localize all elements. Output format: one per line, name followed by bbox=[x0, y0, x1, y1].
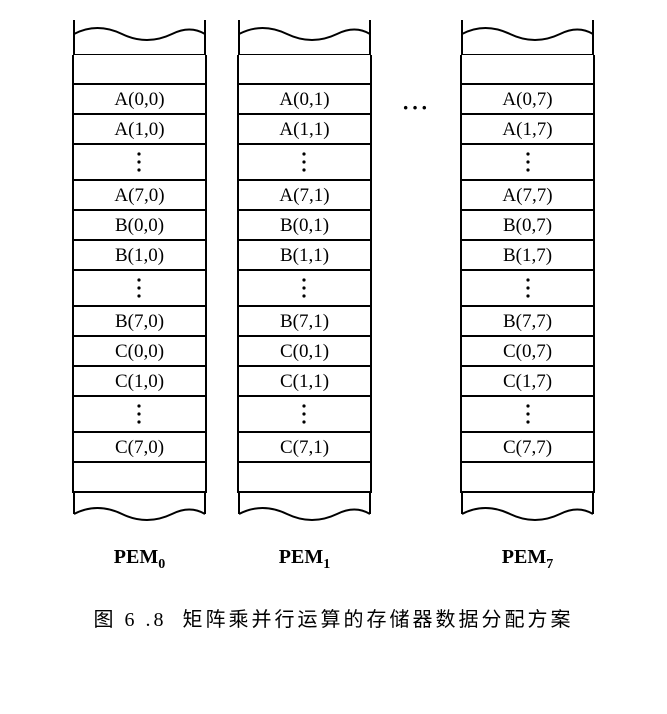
memory-cell: C(1,1) bbox=[237, 367, 372, 397]
memory-cell: B(1,7) bbox=[460, 241, 595, 271]
memory-cell: C(0,7) bbox=[460, 337, 595, 367]
memory-cell: B(0,0) bbox=[72, 211, 207, 241]
column-label-base: PEM bbox=[114, 546, 158, 568]
memory-cell: A(7,7) bbox=[460, 181, 595, 211]
memory-cell: B(7,7) bbox=[460, 307, 595, 337]
vertical-ellipsis bbox=[237, 145, 372, 181]
memory-cell: C(7,0) bbox=[72, 433, 207, 463]
torn-edge-bottom bbox=[72, 493, 207, 528]
memory-cell: C(1,7) bbox=[460, 367, 595, 397]
column-label-subscript: 0 bbox=[158, 557, 165, 572]
memory-cell: A(1,0) bbox=[72, 115, 207, 145]
memory-cell: A(7,0) bbox=[72, 181, 207, 211]
column-label: PEM1 bbox=[279, 546, 330, 573]
vertical-ellipsis bbox=[237, 271, 372, 307]
memory-cell: A(0,7) bbox=[460, 85, 595, 115]
memory-column-group: A(0,1)A(1,1) A(7,1)B(0,1)B(1,1) B(7,1)C(… bbox=[237, 20, 372, 573]
memory-cell: B(0,1) bbox=[237, 211, 372, 241]
memory-column: A(0,1)A(1,1) A(7,1)B(0,1)B(1,1) B(7,1)C(… bbox=[237, 20, 372, 528]
memory-cell: A(0,1) bbox=[237, 85, 372, 115]
torn-edge-bottom bbox=[237, 493, 372, 528]
column-label: PEM7 bbox=[502, 546, 553, 573]
torn-edge-top bbox=[460, 20, 595, 55]
torn-edge-bottom bbox=[460, 493, 595, 528]
vertical-ellipsis bbox=[237, 397, 372, 433]
caption-text: 矩阵乘并行运算的存储器数据分配方案 bbox=[183, 609, 574, 631]
memory-column: A(0,0)A(1,0) A(7,0)B(0,0)B(1,0) B(7,0)C(… bbox=[72, 20, 207, 528]
diagram-container: A(0,0)A(1,0) A(7,0)B(0,0)B(1,0) B(7,0)C(… bbox=[20, 20, 647, 573]
memory-cell: B(7,0) bbox=[72, 307, 207, 337]
memory-cell: C(7,7) bbox=[460, 433, 595, 463]
column-label-subscript: 1 bbox=[323, 557, 330, 572]
memory-cell-blank bbox=[72, 463, 207, 493]
memory-cell: C(0,1) bbox=[237, 337, 372, 367]
memory-cell-blank bbox=[237, 55, 372, 85]
memory-cell: C(1,0) bbox=[72, 367, 207, 397]
vertical-ellipsis bbox=[72, 271, 207, 307]
memory-cell-blank bbox=[460, 463, 595, 493]
torn-edge-top bbox=[237, 20, 372, 55]
memory-cell: B(0,7) bbox=[460, 211, 595, 241]
memory-cell: C(0,0) bbox=[72, 337, 207, 367]
vertical-ellipsis bbox=[72, 145, 207, 181]
memory-cell-blank bbox=[72, 55, 207, 85]
memory-cell-blank bbox=[237, 463, 372, 493]
column-label-subscript: 7 bbox=[546, 557, 553, 572]
torn-edge-top bbox=[72, 20, 207, 55]
vertical-ellipsis bbox=[460, 397, 595, 433]
memory-cell: A(7,1) bbox=[237, 181, 372, 211]
memory-cell: C(7,1) bbox=[237, 433, 372, 463]
caption-prefix: 图 6 .8 bbox=[94, 609, 167, 631]
memory-column-group: A(0,0)A(1,0) A(7,0)B(0,0)B(1,0) B(7,0)C(… bbox=[72, 20, 207, 573]
horizontal-ellipsis: ··· bbox=[402, 95, 430, 121]
column-label-base: PEM bbox=[502, 546, 546, 568]
memory-column: A(0,7)A(1,7) A(7,7)B(0,7)B(1,7) B(7,7)C(… bbox=[460, 20, 595, 528]
figure-caption: 图 6 .8 矩阵乘并行运算的存储器数据分配方案 bbox=[20, 603, 647, 632]
memory-cell: B(7,1) bbox=[237, 307, 372, 337]
memory-column-group: A(0,7)A(1,7) A(7,7)B(0,7)B(1,7) B(7,7)C(… bbox=[460, 20, 595, 573]
memory-cell: B(1,1) bbox=[237, 241, 372, 271]
vertical-ellipsis bbox=[460, 271, 595, 307]
column-label: PEM0 bbox=[114, 546, 165, 573]
memory-cell: A(1,1) bbox=[237, 115, 372, 145]
memory-cell: A(0,0) bbox=[72, 85, 207, 115]
vertical-ellipsis bbox=[460, 145, 595, 181]
memory-cell: B(1,0) bbox=[72, 241, 207, 271]
memory-cell: A(1,7) bbox=[460, 115, 595, 145]
vertical-ellipsis bbox=[72, 397, 207, 433]
column-label-base: PEM bbox=[279, 546, 323, 568]
memory-cell-blank bbox=[460, 55, 595, 85]
